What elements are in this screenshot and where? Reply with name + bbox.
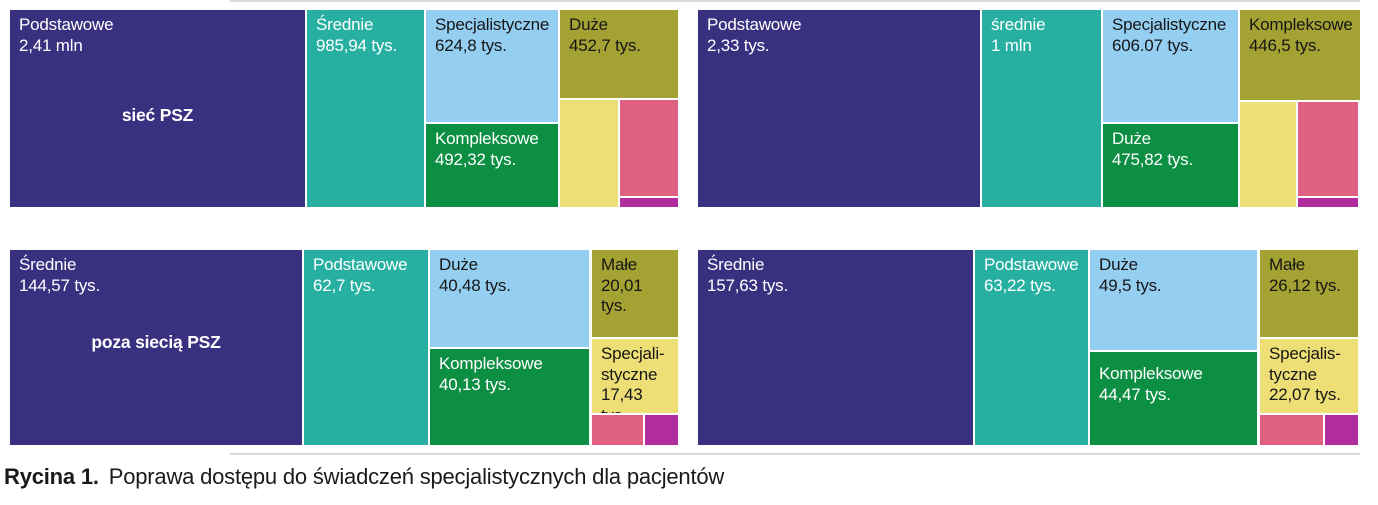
treemap-bottom-right: Średnie 157,63 tys. Podstawowe 63,22 tys… (698, 250, 1360, 445)
cell-srednie: Średnie 144,57 tys. poza siecią PSZ (10, 250, 302, 445)
cell-duze: Duże 49,5 tys. (1090, 250, 1257, 350)
cell-value: 40,48 tys. (439, 275, 511, 295)
treemap-top-right: Podstawowe 2,33 tys. średnie 1 mln Specj… (698, 10, 1360, 207)
cell-small-magenta (620, 198, 678, 207)
cell-label: Średnie (316, 15, 374, 34)
cell-label: Duże (1099, 255, 1138, 274)
cell-value: 17,43 tys. (601, 385, 643, 413)
cell-duze: Duże 40,48 tys. (430, 250, 589, 347)
cell-male: Małe 20,01 tys. (592, 250, 678, 337)
cell-value: 475,82 tys. (1112, 149, 1193, 169)
cell-value: 20,01 tys. (601, 275, 643, 316)
cell-male: Małe 26,12 tys. (1260, 250, 1358, 337)
cell-podstawowe: Podstawowe 2,33 tys. (698, 10, 980, 207)
group-label-poza-siecia-psz: poza siecią PSZ (91, 332, 221, 352)
cell-small-yellow (560, 100, 618, 207)
treemap-bottom-left: Średnie 144,57 tys. poza siecią PSZ Pods… (10, 250, 678, 445)
figure-caption-text: Poprawa dostępu do świadczeń specjalisty… (108, 464, 725, 489)
cell-value: 2,41 mln (19, 35, 83, 55)
cell-value: 63,22 tys. (984, 275, 1056, 295)
cell-value: 44,47 tys. (1099, 384, 1171, 404)
cell-value: 446,5 tys. (1249, 35, 1321, 55)
cell-value: 22,07 tys. (1269, 385, 1341, 405)
cell-specjalistyczne: Specjali- styczne 17,43 tys. (592, 339, 678, 413)
cell-small-yellow (1240, 102, 1296, 207)
cell-kompleksowe: Kompleksowe 44,47 tys. (1090, 352, 1257, 445)
cell-small-magenta (645, 415, 678, 445)
cell-duze: Duże 452,7 tys. (560, 10, 678, 98)
cell-small-magenta (1325, 415, 1358, 445)
cell-podstawowe: Podstawowe 62,7 tys. (304, 250, 428, 445)
cell-srednie: średnie 1 mln (982, 10, 1101, 207)
cell-value: 606.07 tys. (1112, 35, 1193, 55)
cell-specjalistyczne: Specjalistyczne 624,8 tys. (426, 10, 558, 122)
cell-label: Kompleksowe (1249, 15, 1353, 34)
group-label-siec-psz: sieć PSZ (121, 105, 194, 125)
cell-kompleksowe: Kompleksowe 492,32 tys. (426, 124, 558, 207)
cell-value: 1 mln (991, 35, 1032, 55)
cell-value: 985,94 tys. (316, 35, 397, 55)
figure-caption-number: Rycina 1. (4, 464, 99, 489)
cell-label: Duże (1112, 129, 1151, 148)
cell-kompleksowe: Kompleksowe 446,5 tys. (1240, 10, 1360, 100)
figure-caption: Rycina 1. Poprawa dostępu do świadczeń s… (4, 464, 724, 490)
cell-value: 144,57 tys. (19, 275, 100, 295)
cell-label: Kompleksowe (1099, 364, 1203, 383)
cell-small-pink (1260, 415, 1323, 445)
cell-label: Małe (601, 255, 638, 274)
cell-small-pink (592, 415, 643, 445)
cell-small-pink (1298, 102, 1358, 196)
cell-specjalistyczne: Specjalistyczne 606.07 tys. (1103, 10, 1238, 122)
cell-value: 157,63 tys. (707, 275, 788, 295)
cell-podstawowe: Podstawowe 2,41 mln sieć PSZ (10, 10, 305, 207)
cell-label: średnie (991, 15, 1046, 34)
cell-srednie: Średnie 985,94 tys. (307, 10, 424, 207)
cell-label: Specjalis- tyczne (1269, 344, 1341, 384)
cell-specjalistyczne: Specjalis- tyczne 22,07 tys. (1260, 339, 1358, 413)
cell-value: 49,5 tys. (1099, 275, 1162, 295)
cell-value: 40,13 tys. (439, 374, 511, 394)
cell-label: Podstawowe (19, 15, 114, 34)
cell-srednie: Średnie 157,63 tys. (698, 250, 973, 445)
treemap-top-left: Podstawowe 2,41 mln sieć PSZ Średnie 985… (10, 10, 678, 207)
cell-duze: Duże 475,82 tys. (1103, 124, 1238, 207)
cell-label: Specjali- styczne (601, 344, 665, 384)
cell-value: 26,12 tys. (1269, 275, 1341, 295)
cell-label: Podstawowe (984, 255, 1079, 274)
top-rule-line (230, 0, 1360, 2)
cell-podstawowe: Podstawowe 63,22 tys. (975, 250, 1088, 445)
cell-small-magenta (1298, 198, 1358, 207)
cell-label: Średnie (19, 255, 77, 274)
cell-label: Kompleksowe (439, 354, 543, 373)
cell-label: Duże (569, 15, 608, 34)
cell-label: Specjalistyczne (1112, 15, 1227, 34)
cell-value: 452,7 tys. (569, 35, 641, 55)
cell-value: 492,32 tys. (435, 149, 516, 169)
cell-kompleksowe: Kompleksowe 40,13 tys. (430, 349, 589, 445)
cell-label: Kompleksowe (435, 129, 539, 148)
cell-small-pink (620, 100, 678, 196)
cell-label: Podstawowe (707, 15, 802, 34)
cell-value: 2,33 tys. (707, 35, 770, 55)
cell-label: Podstawowe (313, 255, 408, 274)
cell-label: Małe (1269, 255, 1306, 274)
cell-value: 624,8 tys. (435, 35, 507, 55)
cell-value: 62,7 tys. (313, 275, 376, 295)
caption-rule-line (230, 453, 1360, 455)
cell-label: Średnie (707, 255, 765, 274)
cell-label: Duże (439, 255, 478, 274)
cell-label: Specjalistyczne (435, 15, 550, 34)
